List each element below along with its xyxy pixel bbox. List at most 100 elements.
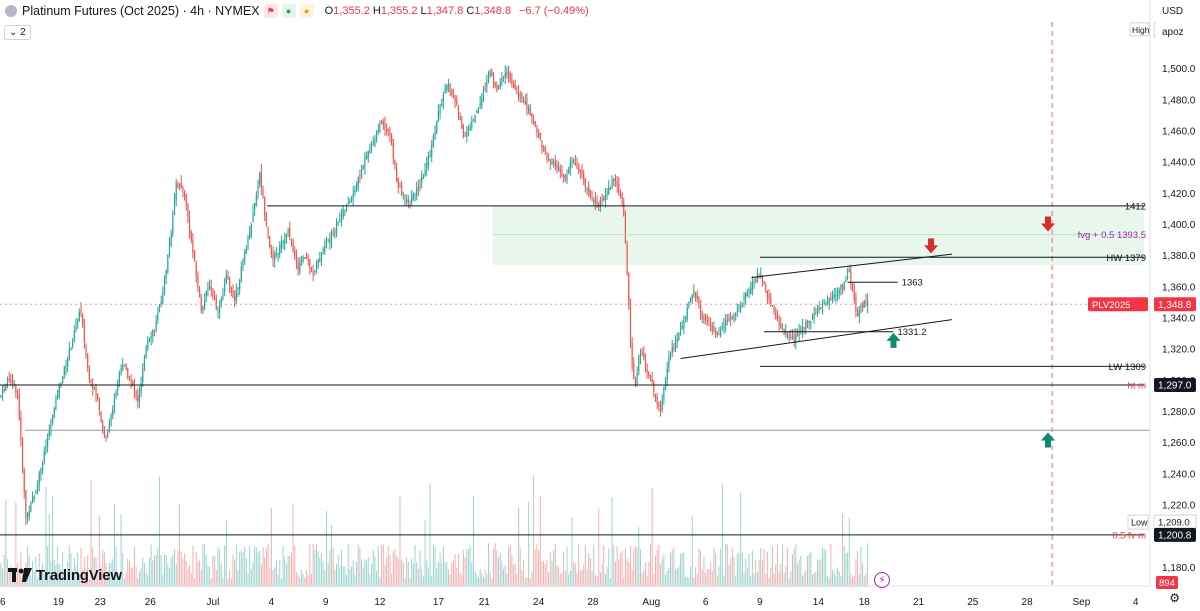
candle-body (18, 393, 20, 420)
flag-icon[interactable]: ⚑ (263, 4, 278, 18)
volume-bar (184, 553, 186, 587)
indicator-count-badge[interactable]: ⌄ 2 (4, 25, 31, 40)
volume-bar (307, 574, 309, 587)
volume-bar (192, 545, 194, 587)
bolt-icon[interactable]: ⚡ (874, 572, 890, 588)
scale-mode-label[interactable]: apoz (1162, 27, 1184, 38)
candle-body (846, 273, 849, 279)
volume-bar (242, 552, 244, 587)
volume-bar (47, 546, 49, 587)
symbol-icon (5, 5, 17, 17)
candle-body (334, 230, 336, 235)
symbol-tag-label: PLV2025 (1092, 300, 1130, 311)
volume-bar (753, 573, 755, 587)
candle-body (222, 293, 224, 298)
volume-bar (756, 571, 758, 587)
volume-bar (209, 566, 211, 587)
volume-bar (409, 577, 411, 587)
volume-bar (608, 548, 610, 587)
volume-bar (73, 557, 75, 587)
candle-body (773, 306, 775, 313)
candle-body (391, 134, 393, 146)
volume-bar (561, 572, 563, 587)
arrow-down-icon (924, 238, 939, 254)
candle-body (641, 351, 643, 353)
time-tick-label: 17 (433, 597, 445, 608)
volume-bar (367, 557, 369, 587)
volume-bar (848, 517, 850, 587)
candle-body (26, 513, 29, 518)
volume-bar (666, 570, 668, 587)
candle-body (372, 144, 374, 146)
candle-body (43, 450, 45, 462)
candle-body (848, 269, 850, 273)
candle-body (576, 164, 578, 169)
candle-body (426, 162, 428, 169)
candle-body (135, 392, 137, 395)
candle-body (232, 291, 234, 298)
level-label: ht m (1128, 381, 1147, 392)
currency-label[interactable]: USD (1162, 6, 1184, 17)
volume-bar (673, 547, 675, 587)
candle-body (522, 100, 525, 102)
candle-body (354, 190, 356, 193)
candle-body (608, 187, 610, 194)
candle-body (718, 334, 720, 336)
volume-bar (452, 560, 454, 587)
symbol-title[interactable]: Platinum Futures (Oct 2025) · 4h · NYMEX (22, 4, 260, 18)
candle-body (31, 497, 34, 503)
volume-bar (75, 566, 77, 587)
volume-bar (153, 555, 155, 587)
candle-body (561, 170, 563, 177)
candle-body (307, 258, 309, 261)
candle-body (691, 295, 693, 300)
candle-body (750, 288, 752, 294)
candle-body (337, 222, 339, 224)
volume-bar (466, 549, 468, 587)
candle-body (77, 321, 79, 323)
candle-body (484, 88, 486, 90)
symbol-tag-bg (1088, 297, 1148, 312)
volume-bar (227, 578, 229, 587)
volume-bar (822, 548, 824, 587)
candle-body (674, 340, 677, 349)
time-tick-label: 4 (1133, 597, 1139, 608)
candle-body (240, 267, 242, 281)
candle-body (502, 76, 505, 78)
candle-body (15, 386, 17, 393)
volume-bar (661, 558, 663, 587)
candle-body (533, 119, 535, 123)
candle-body (325, 242, 328, 244)
candle-body (820, 306, 822, 309)
volume-bar (780, 563, 782, 587)
candle-body (122, 365, 124, 370)
volume-bar (676, 567, 678, 587)
volume-bar (665, 574, 667, 587)
candle-body (489, 72, 491, 76)
ohlc-key-l: L (420, 5, 427, 17)
price-label-bg (1154, 378, 1196, 393)
volume-bar (701, 569, 703, 587)
candle-body (511, 78, 513, 84)
candle-body (451, 91, 453, 95)
candle-body (798, 331, 800, 336)
volume-bar (187, 568, 189, 587)
candle-body (227, 275, 229, 280)
ohlc-key-o: O (324, 5, 334, 17)
volume-bar (0, 563, 2, 587)
volume-bar (277, 574, 279, 587)
volume-bar (40, 576, 42, 587)
candle-body (755, 280, 757, 282)
gear-icon[interactable]: ⚙ (1169, 591, 1180, 605)
candle-body (486, 82, 488, 87)
volume-bar (369, 574, 371, 587)
volume-bar (357, 544, 359, 587)
candle-body (599, 200, 601, 208)
volume-bar (735, 575, 737, 587)
candle-body (350, 198, 353, 201)
time-tick-label: 28 (587, 597, 599, 608)
volume-bar (494, 543, 496, 587)
candle-body (768, 294, 770, 299)
